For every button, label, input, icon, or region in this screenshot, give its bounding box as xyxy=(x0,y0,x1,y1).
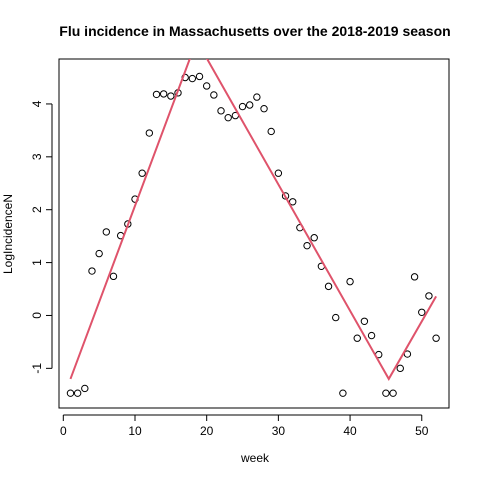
data-point xyxy=(382,389,390,397)
data-point xyxy=(403,350,412,358)
data-point xyxy=(260,105,268,113)
y-tick-label: 0 xyxy=(30,312,44,319)
data-point xyxy=(210,91,218,99)
y-tick-label: 3 xyxy=(30,153,44,160)
data-point xyxy=(138,169,146,177)
y-axis: -1 0 1 2 3 4 xyxy=(30,100,53,374)
data-point xyxy=(188,74,197,83)
data-point xyxy=(145,129,154,137)
data-point xyxy=(202,82,211,90)
x-tick-label: 20 xyxy=(200,424,214,438)
data-point xyxy=(95,249,103,258)
data-point xyxy=(396,364,404,373)
data-points xyxy=(66,72,440,397)
data-point xyxy=(418,308,426,316)
data-point xyxy=(339,389,347,397)
data-point xyxy=(332,313,340,322)
data-point xyxy=(238,102,247,111)
data-point xyxy=(245,101,254,109)
data-point xyxy=(324,282,333,291)
data-point xyxy=(389,389,397,397)
y-axis-label: LogIncidenceN xyxy=(1,194,15,274)
plot-frame xyxy=(58,58,450,409)
data-point xyxy=(353,334,361,342)
data-point xyxy=(432,334,440,342)
y-tick-label: 1 xyxy=(30,259,44,266)
x-tick-label: 50 xyxy=(415,424,429,438)
data-point xyxy=(88,267,96,275)
data-point xyxy=(66,389,75,397)
x-tick-label: 30 xyxy=(272,424,286,438)
data-point xyxy=(167,92,175,100)
fit-line-layer xyxy=(69,59,437,381)
data-point xyxy=(410,273,419,281)
data-point xyxy=(102,228,111,236)
data-point xyxy=(217,107,225,115)
data-point xyxy=(267,127,275,136)
x-axis-label: week xyxy=(240,451,270,465)
data-point xyxy=(253,93,261,101)
y-tick-label: -1 xyxy=(30,363,44,374)
data-point xyxy=(224,113,232,122)
data-point xyxy=(360,317,369,325)
x-axis: 0 10 20 30 40 50 xyxy=(60,414,429,438)
chart-title: Flu incidence in Massachusetts over the … xyxy=(59,23,450,39)
y-tick-label: 2 xyxy=(30,206,44,213)
data-point xyxy=(81,384,89,393)
data-point xyxy=(274,169,283,177)
data-point xyxy=(346,277,354,286)
data-point xyxy=(152,90,161,99)
data-point xyxy=(109,272,118,281)
x-tick-label: 10 xyxy=(128,424,142,438)
data-point xyxy=(73,389,82,397)
fit-line xyxy=(69,59,437,381)
data-point xyxy=(310,234,318,242)
data-point xyxy=(367,331,376,340)
y-tick-label: 4 xyxy=(30,100,44,107)
data-point xyxy=(289,198,297,206)
data-point xyxy=(425,292,433,300)
data-point xyxy=(159,90,168,98)
data-point xyxy=(303,241,311,250)
x-tick-label: 0 xyxy=(60,424,67,438)
data-point xyxy=(195,72,204,81)
data-point xyxy=(281,192,290,200)
x-tick-label: 40 xyxy=(343,424,357,438)
